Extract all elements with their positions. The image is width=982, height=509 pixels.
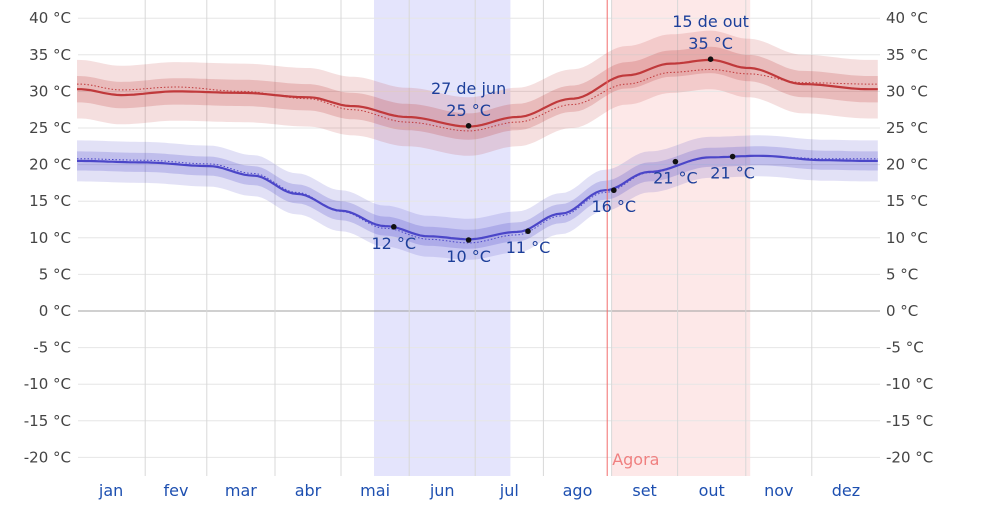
y-tick-label-left: -20 °C bbox=[24, 448, 71, 466]
series-0-inner-band bbox=[77, 46, 878, 140]
annotation-label: 12 °C bbox=[371, 234, 416, 253]
now-marker: Agora bbox=[606, 0, 659, 476]
annotation-point bbox=[465, 123, 472, 129]
y-tick-label-left: -5 °C bbox=[33, 339, 71, 357]
y-tick-label-right: 35 °C bbox=[886, 46, 928, 64]
month-label: jul bbox=[499, 481, 519, 500]
y-tick-label-right: 5 °C bbox=[886, 265, 918, 283]
y-axis-right: 40 °C 35 °C 30 °C 25 °C 20 °C 15 °C 10 °C 5 °C 0… bbox=[886, 9, 933, 466]
annotation-label: 10 °C bbox=[446, 247, 491, 266]
y-tick-label-right: -20 °C bbox=[886, 448, 933, 466]
y-tick-label-right: 10 °C bbox=[886, 229, 928, 247]
annotation-label: 21 °C bbox=[710, 164, 755, 183]
series-1-average-line bbox=[77, 155, 878, 244]
annotation-point bbox=[729, 153, 736, 160]
annotation-label: 27 de jun bbox=[431, 79, 506, 98]
y-tick-label-left: -10 °C bbox=[24, 375, 71, 393]
y-tick-label-right: -5 °C bbox=[886, 339, 924, 357]
y-tick-label-right: 0 °C bbox=[886, 302, 918, 320]
x-axis-months: jan fev mar abr mai jun jul ago set out nov dez bbox=[98, 481, 860, 500]
y-tick-label-right: 25 °C bbox=[886, 119, 928, 137]
y-tick-label-right: -15 °C bbox=[886, 412, 933, 430]
y-tick-label-right: 15 °C bbox=[886, 192, 928, 210]
annotation-label: 15 de out bbox=[672, 12, 749, 31]
annotation-point bbox=[707, 56, 714, 62]
y-tick-label-left: 35 °C bbox=[29, 46, 71, 64]
annotation-point bbox=[391, 224, 397, 230]
y-tick-label-right: 30 °C bbox=[886, 82, 928, 100]
y-tick-label-left: 5 °C bbox=[39, 265, 71, 283]
month-label: abr bbox=[295, 481, 322, 500]
month-label: nov bbox=[764, 481, 793, 500]
y-tick-label-left: 15 °C bbox=[29, 192, 71, 210]
annotation-label: 11 °C bbox=[506, 238, 551, 257]
annotation-point bbox=[611, 187, 617, 194]
y-tick-label-right: 40 °C bbox=[886, 9, 928, 27]
month-label: set bbox=[632, 481, 656, 500]
month-label: out bbox=[699, 481, 725, 500]
annotation-label: 16 °C bbox=[591, 197, 636, 216]
y-tick-label-left: 25 °C bbox=[29, 119, 71, 137]
month-label: dez bbox=[832, 481, 860, 500]
month-label: jan bbox=[98, 481, 123, 500]
y-tick-label-right: 20 °C bbox=[886, 156, 928, 174]
month-label: mai bbox=[360, 481, 390, 500]
y-tick-label-left: 10 °C bbox=[29, 229, 71, 247]
month-label: mar bbox=[225, 481, 257, 500]
y-axis-left: 40 °C 35 °C 30 °C 25 °C 20 °C 15 °C 10 °C 5 °C 0… bbox=[24, 9, 71, 466]
y-tick-label-left: 40 °C bbox=[29, 9, 71, 27]
y-tick-label-right: -10 °C bbox=[886, 375, 933, 393]
month-label: fev bbox=[164, 481, 189, 500]
annotation-label: 25 °C bbox=[446, 101, 491, 120]
series-0-average-line bbox=[77, 68, 878, 132]
y-tick-label-left: 0 °C bbox=[39, 302, 71, 320]
series-0-line bbox=[77, 58, 878, 128]
series-1-inner-band bbox=[77, 146, 878, 249]
series-1-line bbox=[77, 154, 878, 241]
y-tick-label-left: -15 °C bbox=[24, 412, 71, 430]
series-0-outer-band bbox=[77, 30, 878, 156]
y-tick-label-left: 30 °C bbox=[29, 82, 71, 100]
annotation-point bbox=[465, 237, 472, 243]
month-label: jun bbox=[429, 481, 455, 500]
month-label: ago bbox=[563, 481, 593, 500]
now-label: Agora bbox=[612, 450, 659, 469]
annotation-point bbox=[672, 158, 679, 165]
annotation-point bbox=[525, 228, 531, 235]
annotation-label: 21 °C bbox=[653, 169, 698, 188]
annotations: 27 de jun 25 °C 15 de out 35 °C 12 °C 10 °C 11… bbox=[371, 12, 754, 266]
annotation-label: 35 °C bbox=[688, 34, 733, 53]
y-tick-label-left: 20 °C bbox=[29, 156, 71, 174]
series-layer bbox=[77, 30, 878, 260]
